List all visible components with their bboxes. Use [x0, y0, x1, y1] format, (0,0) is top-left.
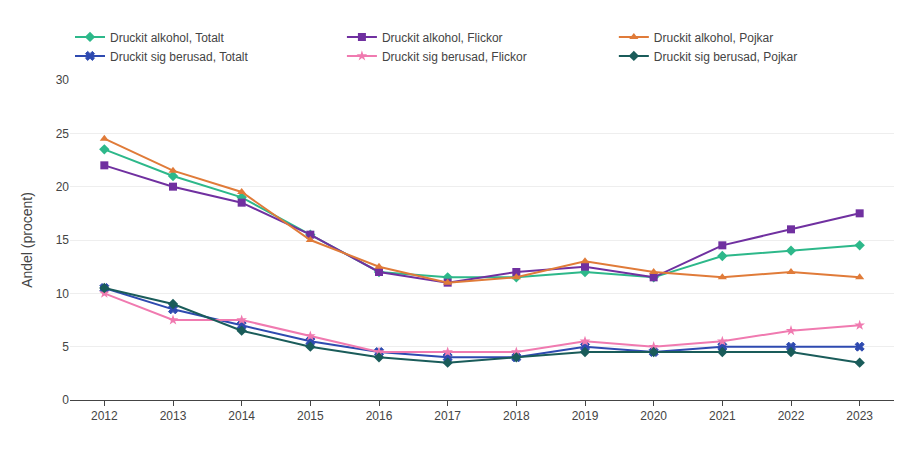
svg-text:30: 30: [56, 73, 70, 87]
svg-text:15: 15: [56, 233, 70, 247]
svg-text:2017: 2017: [434, 409, 461, 423]
svg-text:2023: 2023: [846, 409, 873, 423]
svg-text:Andel (procent): Andel (procent): [19, 192, 35, 288]
svg-text:10: 10: [56, 287, 70, 301]
svg-text:Druckit sig berusad, Pojkar: Druckit sig berusad, Pojkar: [654, 50, 797, 64]
svg-text:Druckit sig berusad, Flickor: Druckit sig berusad, Flickor: [382, 50, 527, 64]
svg-text:0: 0: [62, 393, 69, 407]
svg-text:2022: 2022: [778, 409, 805, 423]
svg-text:25: 25: [56, 127, 70, 141]
svg-text:2012: 2012: [91, 409, 118, 423]
svg-text:2013: 2013: [160, 409, 187, 423]
svg-text:Druckit sig berusad, Totalt: Druckit sig berusad, Totalt: [110, 50, 249, 64]
svg-text:2016: 2016: [366, 409, 393, 423]
svg-text:2020: 2020: [640, 409, 667, 423]
svg-text:2018: 2018: [503, 409, 530, 423]
svg-text:Druckit alkohol, Totalt: Druckit alkohol, Totalt: [110, 31, 224, 45]
svg-text:2019: 2019: [572, 409, 599, 423]
svg-text:5: 5: [62, 340, 69, 354]
svg-text:2015: 2015: [297, 409, 324, 423]
svg-text:20: 20: [56, 180, 70, 194]
svg-text:Druckit alkohol, Pojkar: Druckit alkohol, Pojkar: [654, 31, 773, 45]
svg-text:Druckit alkohol, Flickor: Druckit alkohol, Flickor: [382, 31, 503, 45]
svg-text:2021: 2021: [709, 409, 736, 423]
svg-text:2014: 2014: [228, 409, 255, 423]
